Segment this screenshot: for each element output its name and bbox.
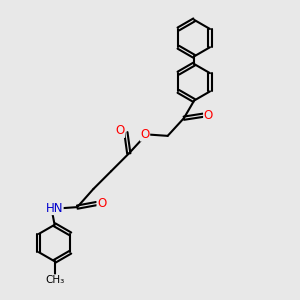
Text: O: O [115,124,124,137]
Text: O: O [97,197,106,210]
Text: CH₃: CH₃ [45,275,64,285]
Text: O: O [204,109,213,122]
Text: HN: HN [46,202,63,214]
Text: O: O [140,128,150,141]
